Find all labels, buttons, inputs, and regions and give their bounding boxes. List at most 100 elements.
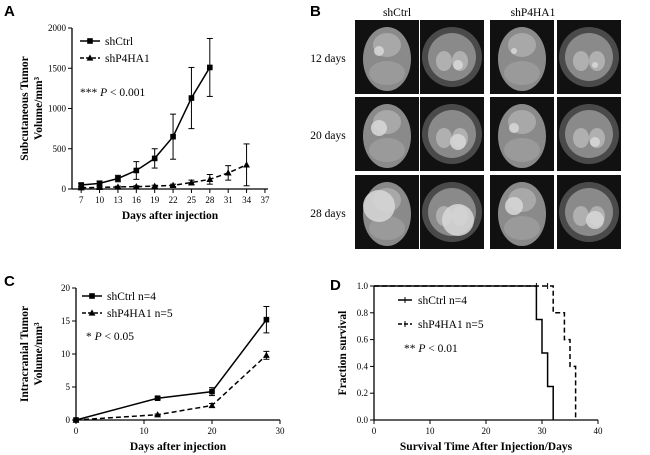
x-tick-label-a: 22 (169, 195, 178, 205)
data-point-c-1 (208, 401, 216, 409)
x-tick-label-a: 31 (224, 195, 233, 205)
mri-panel-b: shCtrl shP4HA1 12 days 20 days 28 days (310, 7, 621, 249)
panel-letter-c: C (4, 273, 15, 290)
mri-tumor-signal (590, 137, 600, 147)
legend-marker-a-0 (87, 38, 93, 44)
y-tick-label-c: 10 (61, 349, 71, 359)
data-point-a-0 (151, 155, 158, 162)
y-tick-label-c: 20 (61, 283, 71, 293)
data-point-a-1 (206, 175, 214, 182)
y-tick-label-d: 0.6 (357, 335, 369, 345)
x-tick-label-a: 7 (79, 195, 84, 205)
mri-tumor-signal (505, 197, 523, 215)
data-point-a-1 (188, 178, 195, 186)
survival-curve-d-1 (374, 285, 577, 420)
x-tick-label-a: 25 (187, 195, 197, 205)
x-tick-label-a: 13 (113, 195, 123, 205)
y-tick-label-c: 15 (61, 316, 71, 326)
data-point-a-1 (114, 183, 122, 190)
p-stars-c: * (86, 331, 95, 343)
p-stars-a: *** (80, 87, 100, 99)
y-axis-title-a: Subcutaneous Tumor (19, 56, 31, 161)
mri-tumor-signal (442, 204, 474, 236)
y-tick-label-a: 0 (62, 184, 67, 194)
mri-brain-axial (428, 110, 476, 158)
data-point-a-1 (77, 184, 85, 191)
x-tick-label-d: 10 (426, 426, 436, 436)
series-line-c-0 (75, 319, 267, 421)
series-line-a-1 (81, 164, 247, 189)
legend-label-c-1: shP4HA1 n=5 (107, 308, 173, 320)
mri-cerebellum (504, 216, 540, 240)
p-threshold-d: < 0.01 (425, 343, 458, 355)
mri-brain-axial (565, 33, 613, 81)
x-axis-title-a: Days after injection (122, 210, 219, 222)
p-stars-d: ** (404, 343, 418, 355)
data-point-a-0 (96, 180, 103, 187)
x-tick-label-c: 10 (140, 426, 150, 436)
chart-c-intracranial: 0 10 20 30 0 5 10 15 20 Days after injection Intra… (19, 283, 285, 453)
survival-curve-d-0 (374, 285, 554, 420)
y-tick-label-d: 1.0 (357, 281, 369, 291)
mri-brain-axial (428, 33, 476, 81)
data-point-a-1 (169, 181, 177, 188)
data-point-c-1 (263, 351, 270, 358)
mri-tumor-signal (586, 211, 604, 229)
x-tick-label-c: 0 (74, 426, 79, 436)
mri-hemisphere (436, 128, 452, 148)
mri-tumor-signal (509, 123, 519, 133)
legend-label-a-1: shP4HA1 (105, 53, 150, 65)
y-axis-title-c: Volume/mm³ (33, 322, 45, 386)
y-axis-title-d: Fraction survival (337, 311, 349, 396)
data-point-a-0 (188, 95, 195, 101)
mri-tumor-signal (453, 60, 463, 70)
y-tick-label-d: 0.8 (357, 308, 369, 318)
mri-tumor-signal (450, 134, 466, 150)
y-tick-label-a: 1000 (48, 104, 67, 114)
legend-marker-a-1 (86, 54, 94, 61)
p-value-annotation-a: *** P < 0.001 (80, 87, 146, 99)
x-tick-label-d: 0 (372, 426, 377, 436)
y-axis-title-c: Intracranial Tumor (19, 306, 31, 402)
data-point-a-1 (96, 183, 103, 190)
legend-marker-c-1 (88, 309, 96, 316)
mri-row-label: 20 days (310, 130, 346, 142)
y-tick-label-a: 1500 (48, 63, 67, 73)
mri-hemisphere (573, 206, 589, 226)
data-point-a-1 (151, 182, 159, 189)
series-line-c-1 (75, 354, 267, 421)
data-point-a-0 (207, 64, 213, 71)
x-tick-label-a: 37 (260, 195, 270, 205)
mri-tumor-signal (371, 120, 387, 136)
data-point-a-0 (115, 175, 121, 182)
mri-hemisphere (573, 128, 589, 148)
x-axis-title-c: Days after injection (130, 441, 227, 453)
data-point-c-0 (263, 316, 270, 323)
p-letter-a: P (99, 87, 107, 99)
data-point-a-1 (132, 182, 140, 190)
x-tick-label-d: 30 (538, 426, 548, 436)
mri-cerebellum (369, 138, 405, 162)
mri-cerebellum (369, 61, 405, 85)
legend-label-d-1: shP4HA1 n=5 (418, 319, 484, 331)
mri-col-label-shctrl: shCtrl (383, 7, 411, 19)
p-letter-c: P (94, 331, 102, 343)
p-value-annotation-d: ** P < 0.01 (404, 343, 458, 355)
panel-letter-a: A (4, 3, 15, 20)
data-point-c-0 (209, 388, 215, 395)
x-tick-label-c: 30 (276, 426, 286, 436)
mri-cerebellum (504, 61, 540, 85)
y-tick-label-c: 5 (66, 382, 71, 392)
x-tick-label-a: 28 (205, 195, 215, 205)
chart-a-subcutaneous: 7 10 13 16 19 22 25 28 31 34 37 0 500 1000 1500 2000 Day… (19, 23, 270, 222)
mri-tumor-signal (374, 46, 384, 56)
legend-label-d-0: shCtrl n=4 (418, 295, 467, 307)
x-tick-label-a: 34 (242, 195, 252, 205)
x-tick-label-c: 20 (208, 426, 218, 436)
p-letter-d: P (417, 343, 425, 355)
y-axis-title-a: Volume/mm³ (33, 76, 45, 140)
x-tick-label-a: 19 (150, 195, 160, 205)
data-point-a-1 (243, 161, 250, 168)
mri-brain-axial (565, 110, 613, 158)
